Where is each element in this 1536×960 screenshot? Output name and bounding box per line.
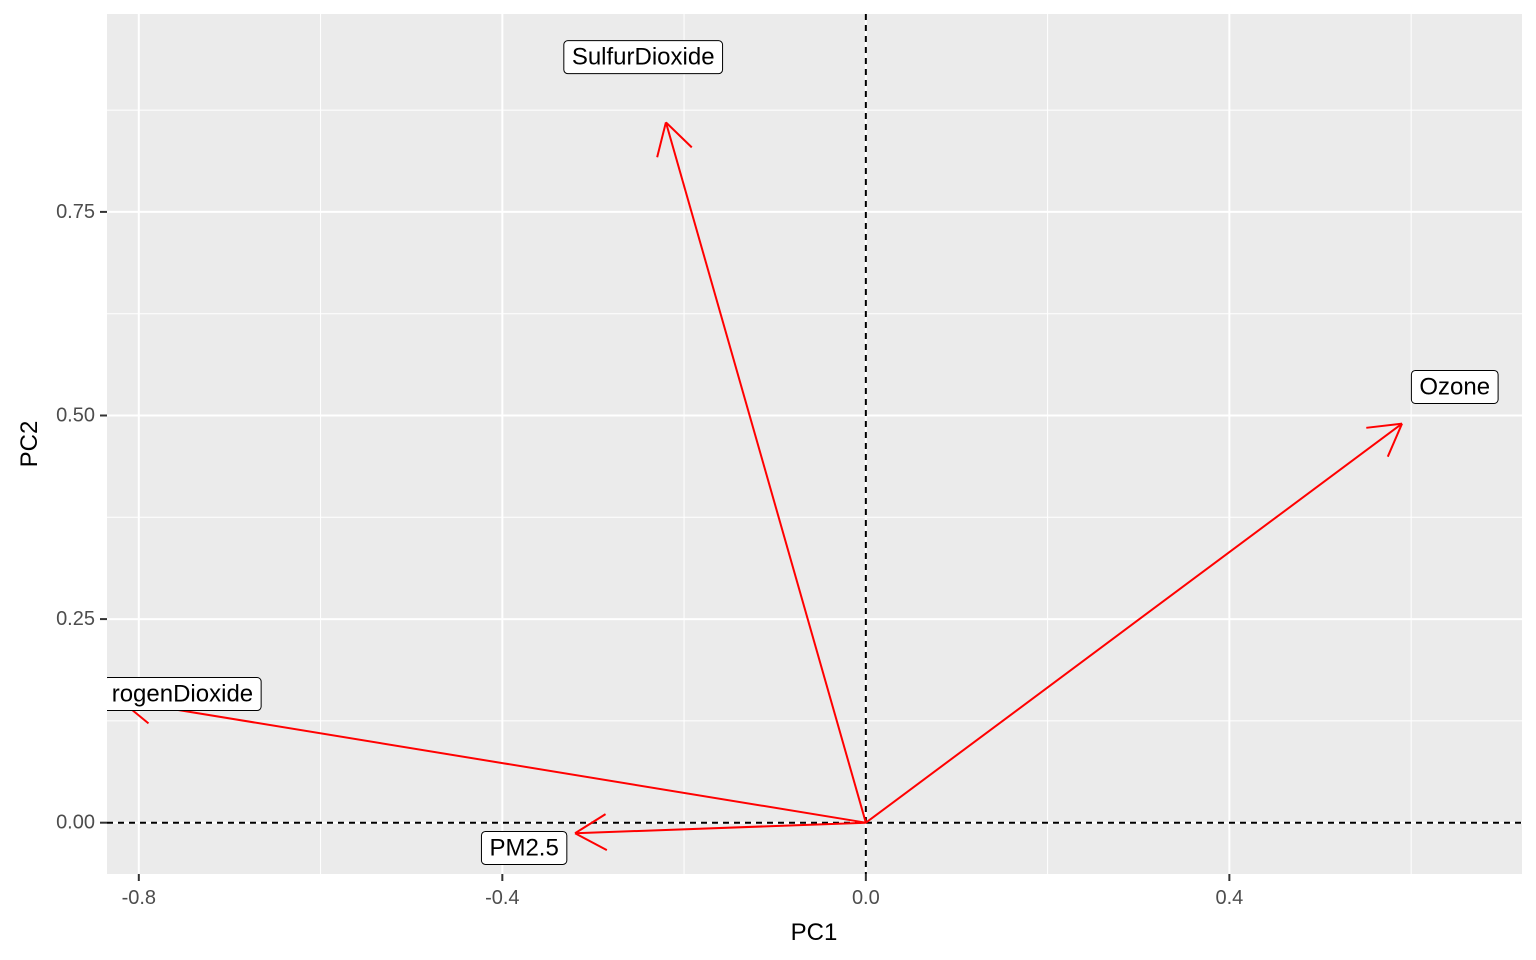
minor-gridlines xyxy=(107,14,1522,874)
label-text: SulfurDioxide xyxy=(572,44,715,71)
y-axis: 0.00 0.25 0.50 0.75 xyxy=(56,201,107,834)
y-tick-label: 0.00 xyxy=(56,812,95,834)
vector-shaft xyxy=(865,422,1403,824)
vector-arrowhead xyxy=(665,121,693,149)
vector-sulfurdioxide xyxy=(656,121,867,823)
vector-arrowhead xyxy=(574,813,607,835)
vector-shaft xyxy=(120,699,867,824)
reference-lines xyxy=(107,14,1522,874)
x-tick-label: 0.0 xyxy=(852,887,880,909)
vector-label-rogendioxide: rogenDioxide xyxy=(107,677,262,712)
label-box xyxy=(480,830,568,865)
x-axis: -0.8 -0.4 0.0 0.4 xyxy=(122,874,1243,909)
vector-arrowhead xyxy=(574,832,608,852)
vector-label-ozone: Ozone xyxy=(1410,369,1499,404)
vector-arrowhead xyxy=(1366,422,1403,429)
vector-labels: SulfurDioxide Ozone rogenDioxide PM2.5 xyxy=(107,40,1499,865)
vector-shaft xyxy=(574,821,866,835)
y-tick-label: 0.75 xyxy=(56,201,95,223)
y-axis-title: PC2 xyxy=(16,421,43,468)
y-tick-label: 0.25 xyxy=(56,608,95,630)
label-text: rogenDioxide xyxy=(112,681,253,708)
label-box xyxy=(107,677,262,712)
label-text: Ozone xyxy=(1419,373,1490,400)
vector-label-pm2-5: PM2.5 xyxy=(480,830,568,865)
vector-pm2-5 xyxy=(574,813,866,852)
plot-panel xyxy=(107,14,1522,874)
x-tick-label: 0.4 xyxy=(1215,887,1243,909)
x-tick-label: -0.8 xyxy=(122,887,156,909)
x-axis-title: PC1 xyxy=(791,919,838,946)
label-text: PM2.5 xyxy=(489,834,558,861)
y-tick-label: 0.50 xyxy=(56,404,95,426)
label-box xyxy=(563,40,724,75)
vector-ozone xyxy=(865,422,1403,824)
vector-label-sulfurdioxide: SulfurDioxide xyxy=(563,40,724,75)
x-tick-label: -0.4 xyxy=(485,887,519,909)
label-box xyxy=(1410,369,1499,404)
vector-arrowhead xyxy=(1386,423,1403,458)
vector-shaft xyxy=(664,122,867,823)
vector-arrowhead xyxy=(656,122,667,158)
loading-vectors xyxy=(119,121,1403,852)
